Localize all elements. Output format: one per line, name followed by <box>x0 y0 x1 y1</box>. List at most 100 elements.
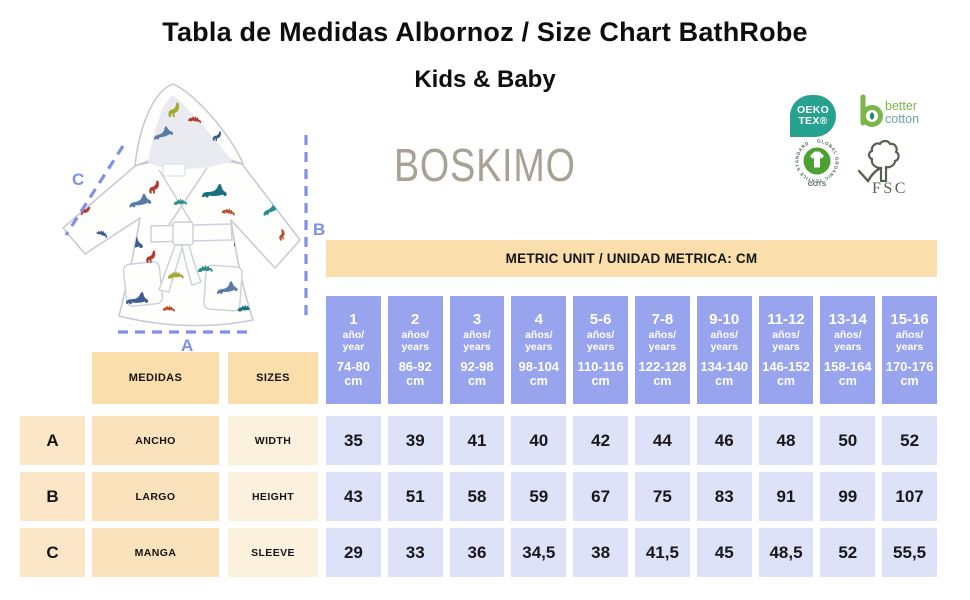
size-column-header-10: 15-16 años/years 170-176 cm <box>882 296 937 404</box>
value-cell: 29 <box>326 528 381 577</box>
value-cell: 75 <box>634 472 690 521</box>
size-column-age-es: años/ <box>401 328 429 341</box>
value-cell: 45 <box>696 528 752 577</box>
size-column-age-es: años/ <box>586 328 615 341</box>
size-column-height-range: 146-152 <box>762 358 810 374</box>
robe-pocket-right <box>203 264 243 312</box>
size-column-header-5: 5-6 años/years 110-116 cm <box>573 296 628 404</box>
size-column-age: 2 <box>411 311 420 329</box>
row-name-es: LARGO <box>92 472 219 521</box>
robe-pocket-left <box>122 261 164 307</box>
size-column-age-en: years <box>895 341 924 354</box>
value-cell: 40 <box>511 416 567 465</box>
table-row-c: C MANGA SLEEVE 29 33 36 34,5 38 41,5 45 48,5 52 55,5 <box>0 528 970 577</box>
value-cell: 83 <box>696 472 752 521</box>
row-letter: B <box>20 472 85 521</box>
row-name-en: HEIGHT <box>228 472 318 521</box>
size-column-age-es: años/ <box>895 328 924 341</box>
size-column-header-2: 2 años/years 86-92 cm <box>387 296 443 404</box>
value-cell: 43 <box>326 472 381 521</box>
robe-belt-tie-right <box>181 244 202 286</box>
size-column-age-en: years <box>463 341 491 354</box>
row-letter: C <box>20 528 85 577</box>
size-column-age: 11-12 <box>767 311 805 329</box>
size-column-age: 13-14 <box>828 311 867 329</box>
size-column-height-range: 98-104 <box>518 358 560 374</box>
size-column-unit: cm <box>529 374 548 388</box>
size-column-header-4: 4 años/years 98-104 cm <box>511 296 567 404</box>
size-column-unit: cm <box>591 374 610 388</box>
value-cell: 46 <box>696 416 752 465</box>
size-column-age-en: years <box>401 341 429 354</box>
value-cell: 38 <box>573 528 628 577</box>
value-cell: 44 <box>634 416 690 465</box>
robe-belt-knot <box>172 221 194 246</box>
size-column-header-8: 11-12 años/years 146-152 cm <box>758 296 814 404</box>
size-column-age: 15-16 <box>890 311 929 329</box>
gots-label: GOTS <box>808 181 827 188</box>
size-column-unit: cm <box>838 374 857 388</box>
size-column-age-en: years <box>834 341 862 354</box>
metric-unit-banner: METRIC UNIT / UNIDAD METRICA: CM <box>326 240 937 277</box>
row-values: 29 33 36 34,5 38 41,5 45 48,5 52 55,5 <box>326 528 937 577</box>
size-column-age-es: año/ <box>342 328 365 341</box>
row-letter: A <box>20 416 85 465</box>
size-column-age-es: años/ <box>648 328 677 341</box>
size-column-header-6: 7-8 años/years 122-128 cm <box>634 296 690 404</box>
robe-lapel-right <box>166 167 208 229</box>
robe-lapel-left <box>158 169 196 229</box>
size-column-age: 1 <box>349 311 358 329</box>
oeko-tex-badge: OEKO TEX® <box>790 95 836 137</box>
size-column-header-3: 3 años/years 92-98 cm <box>449 296 505 404</box>
value-cell: 48 <box>758 416 814 465</box>
brand-logo: BOSKIMO <box>0 138 970 192</box>
size-column-age: 7-8 <box>651 311 674 329</box>
row-values: 43 51 58 59 67 75 83 91 99 107 <box>326 472 937 521</box>
page-subtitle: Kids & Baby <box>414 66 556 93</box>
value-cell: 67 <box>573 472 628 521</box>
value-cell: 99 <box>820 472 876 521</box>
robe-neck-label <box>162 163 186 177</box>
size-column-age-en: years <box>648 341 677 354</box>
value-cell: 52 <box>882 416 937 465</box>
value-cell: 55,5 <box>882 528 937 577</box>
bathrobe-image <box>62 83 301 327</box>
row-name-en: WIDTH <box>228 416 318 465</box>
size-header-row: 1 año/year 74-80 cm 2 años/years 86-92 cm 3 años/… <box>326 296 937 404</box>
value-cell: 41 <box>449 416 505 465</box>
size-column-unit: cm <box>715 374 734 388</box>
certification-logos: OEKO TEX® better cotton GLOBAL ORGANIC T… <box>786 92 970 204</box>
better-cotton-icon <box>860 94 883 127</box>
oeko-tex-line2: TEX® <box>798 115 828 127</box>
value-cell: 35 <box>326 416 381 465</box>
oeko-tex-line1: OEKO <box>796 103 830 116</box>
size-column-age-es: años/ <box>525 328 553 341</box>
size-column-age: 5-6 <box>589 311 612 329</box>
size-column-header-9: 13-14 años/years 158-164 cm <box>820 296 876 404</box>
size-column-age: 3 <box>472 311 482 329</box>
size-column-height-range: 110-116 <box>577 358 624 374</box>
size-column-age-en: years <box>586 341 615 354</box>
value-cell: 33 <box>387 528 443 577</box>
size-column-age-en: year <box>342 341 365 354</box>
table-row-a: A ANCHO WIDTH 35 39 41 40 42 44 46 48 50 52 <box>0 416 970 465</box>
medidas-header: MEDIDAS <box>92 352 219 404</box>
size-column-age-en: years <box>710 341 738 354</box>
size-column-unit: cm <box>776 374 796 388</box>
width-dimension-label: A <box>181 336 194 355</box>
value-cell: 51 <box>387 472 443 521</box>
value-cell: 52 <box>820 528 876 577</box>
better-cotton-line1: better <box>885 99 917 113</box>
size-column-height-range: 74-80 <box>336 358 371 374</box>
size-column-height-range: 92-98 <box>460 358 494 374</box>
size-column-unit: cm <box>406 374 425 388</box>
sleeve-dimension-label: C <box>72 170 85 189</box>
better-cotton-line2: cotton <box>885 111 920 126</box>
value-cell: 48,5 <box>758 528 814 577</box>
sizes-header: SIZES <box>228 352 318 404</box>
height-dimension-label: B <box>313 220 326 239</box>
size-column-unit: cm <box>900 374 919 388</box>
size-column-height-range: 134-140 <box>700 358 749 374</box>
value-cell: 91 <box>758 472 814 521</box>
